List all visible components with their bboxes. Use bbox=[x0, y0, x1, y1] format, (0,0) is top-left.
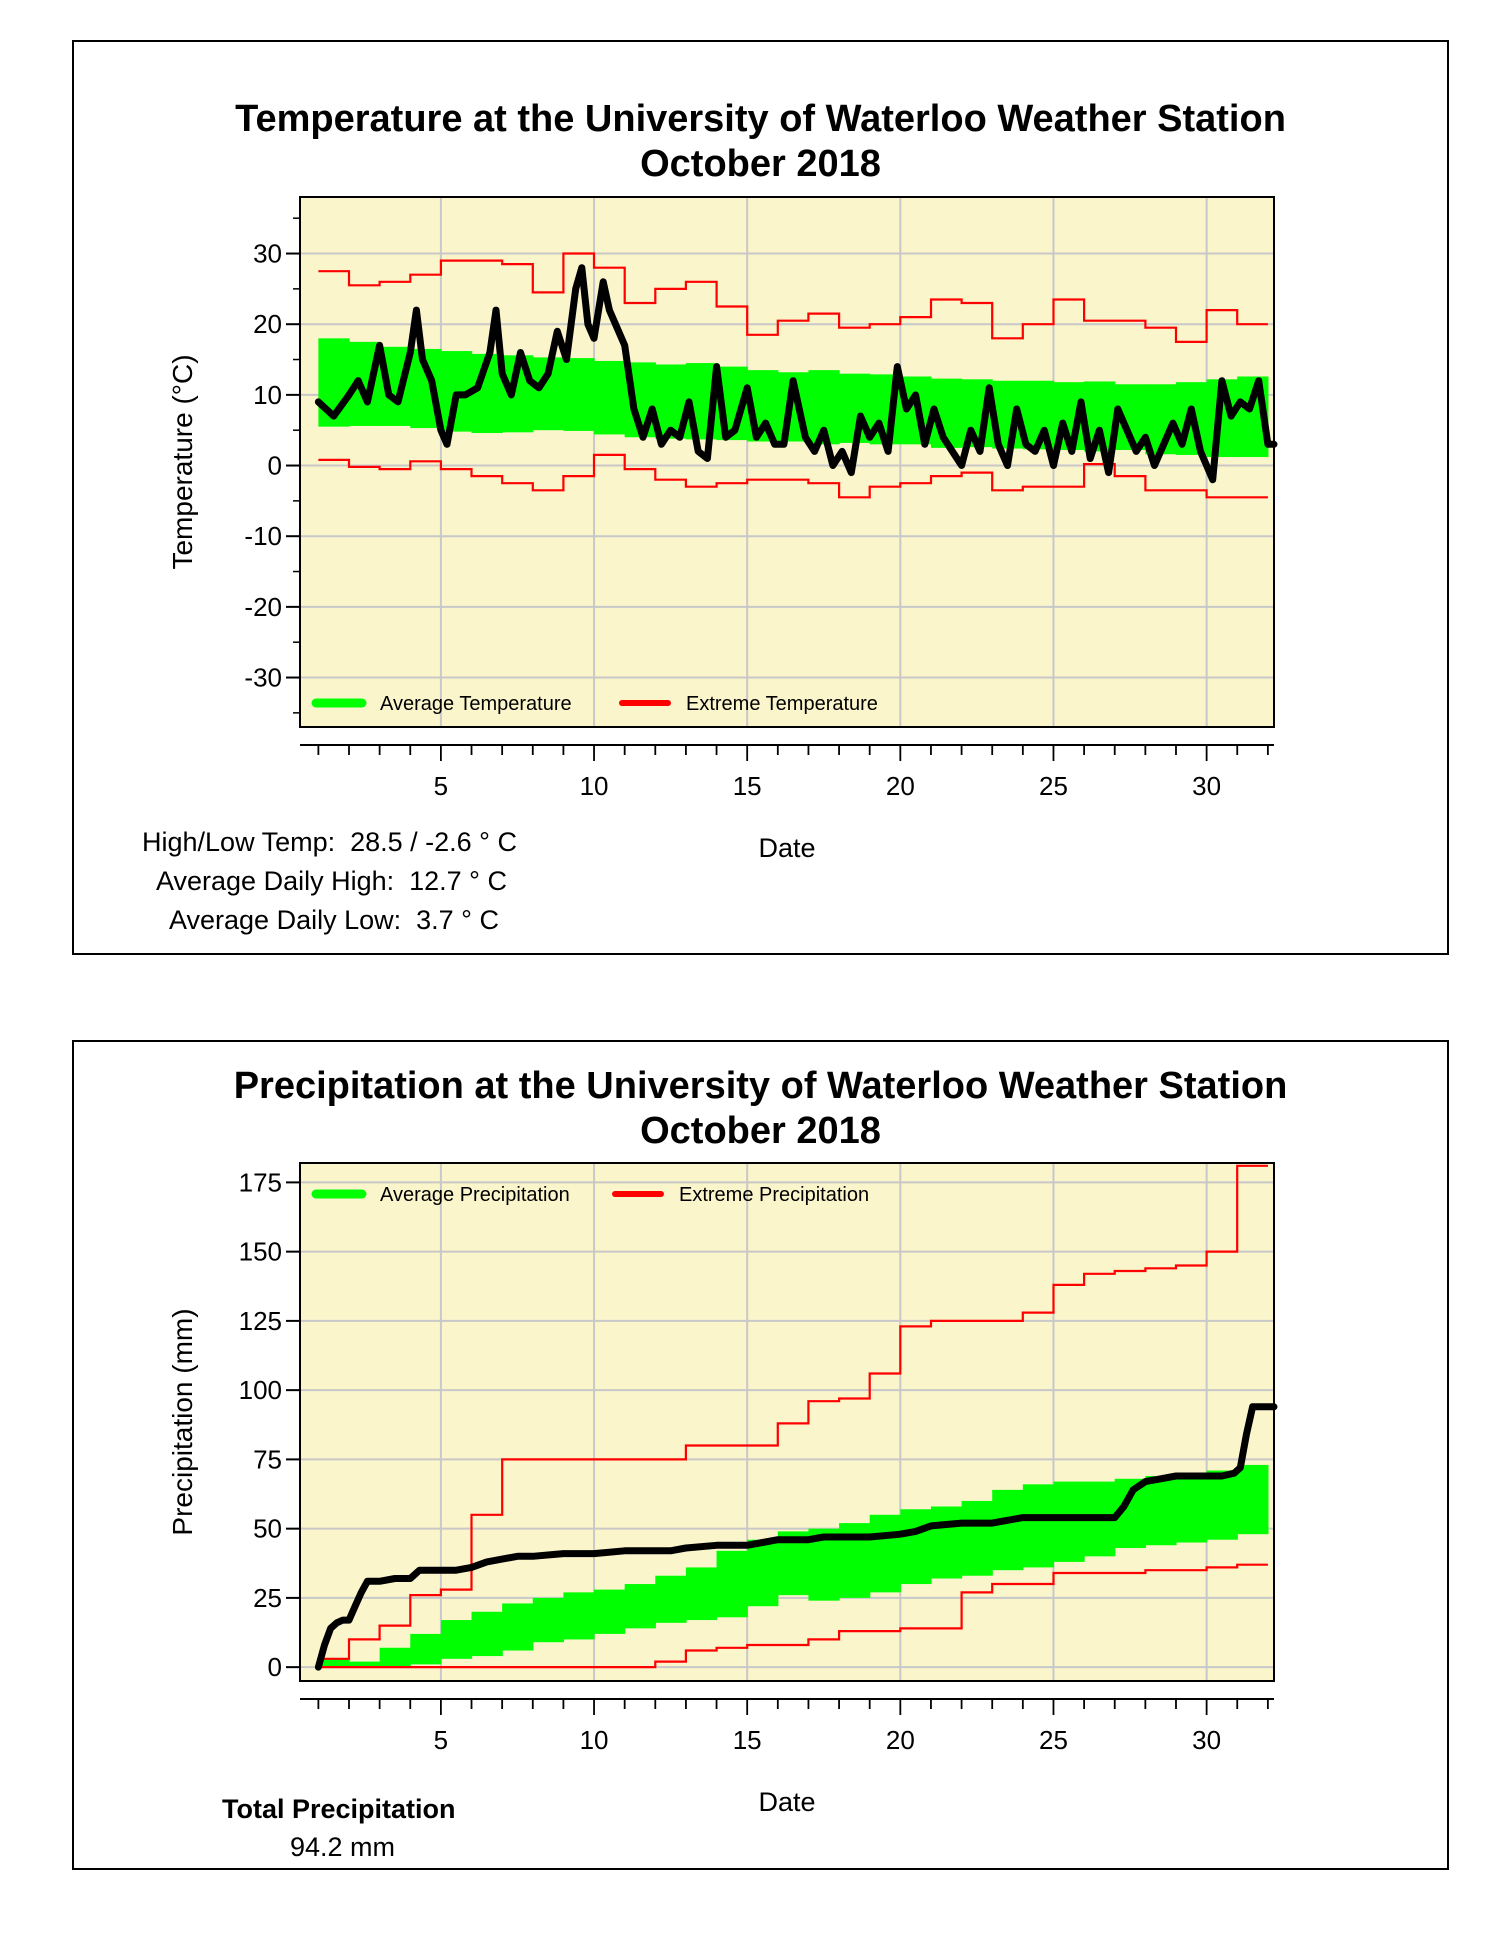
y-tick-label: -10 bbox=[244, 521, 282, 551]
average-band-day-29 bbox=[1175, 1473, 1208, 1543]
x-axis-label: Date bbox=[758, 1787, 815, 1817]
x-tick-label: 10 bbox=[580, 1725, 609, 1755]
extreme-low-line bbox=[318, 453, 1268, 499]
x-tick-label: 10 bbox=[580, 771, 609, 801]
average-band-day-10 bbox=[594, 360, 626, 435]
y-tick-label: 20 bbox=[253, 309, 282, 339]
y-tick-label: 50 bbox=[253, 1514, 282, 1544]
legend-average-label: Average Temperature bbox=[380, 693, 572, 715]
x-tick-label: 15 bbox=[733, 1725, 762, 1755]
observed-line bbox=[314, 1403, 1278, 1671]
average-band-day-6 bbox=[471, 1611, 503, 1657]
average-band-day-30 bbox=[1206, 1470, 1238, 1540]
plot-background bbox=[300, 197, 1274, 727]
average-band-day-31 bbox=[1237, 1464, 1269, 1535]
plot-background bbox=[300, 1163, 1274, 1681]
average-band-day-11 bbox=[624, 1584, 656, 1629]
average-band-day-28 bbox=[1145, 1476, 1177, 1546]
y-tick-label: 75 bbox=[253, 1444, 282, 1474]
temperature-panel: Temperature at the University of Waterlo… bbox=[72, 40, 1449, 955]
average-band-day-25 bbox=[1053, 1481, 1085, 1562]
x-tick-label: 25 bbox=[1039, 1725, 1068, 1755]
high-low-temp: High/Low Temp: 28.5 / -2.6 ° C bbox=[142, 827, 517, 857]
x-tick-label: 20 bbox=[886, 771, 915, 801]
legend-average-label: Average Precipitation bbox=[380, 1184, 570, 1206]
y-tick-label: -20 bbox=[244, 592, 282, 622]
average-band-day-12 bbox=[655, 1575, 687, 1623]
y-axis-label: Precipitation (mm) bbox=[167, 1308, 198, 1535]
x-tick-label: 20 bbox=[886, 1725, 915, 1755]
average-daily-low: Average Daily Low: 3.7 ° C bbox=[169, 905, 499, 935]
average-band-day-23 bbox=[992, 1489, 1024, 1571]
y-tick-label: 175 bbox=[239, 1167, 282, 1197]
average-band-day-10 bbox=[594, 1589, 626, 1634]
x-tick-label: 25 bbox=[1039, 771, 1068, 801]
precipitation-panel: Precipitation at the University of Water… bbox=[72, 1040, 1449, 1870]
y-axis-label: Temperature (°C) bbox=[167, 354, 198, 569]
x-tick-label: 30 bbox=[1192, 771, 1221, 801]
extreme-high-line bbox=[318, 252, 1268, 343]
total-precipitation-value: 94.2 mm bbox=[290, 1832, 396, 1862]
average-band-day-19 bbox=[869, 1514, 901, 1593]
temperature-title-line1: Temperature at the University of Waterlo… bbox=[235, 98, 1286, 140]
x-tick-label: 5 bbox=[434, 1725, 448, 1755]
average-band-day-14 bbox=[716, 1550, 748, 1618]
average-band-day-5 bbox=[440, 1620, 473, 1659]
plot-frame bbox=[299, 196, 1275, 728]
precipitation-title-line2: October 2018 bbox=[640, 1110, 881, 1152]
y-tick-label: 100 bbox=[239, 1375, 282, 1405]
y-tick-label: 30 bbox=[253, 239, 282, 269]
average-band-day-9 bbox=[563, 1592, 595, 1640]
temperature-title: Temperature at the University of Waterlo… bbox=[74, 97, 1447, 187]
precipitation-chart: 0 25 50 75 100 125 150 175 5 10 15 20 25 30 Date Precip… bbox=[167, 1162, 1278, 1817]
average-band-day-13 bbox=[685, 1567, 718, 1621]
temperature-chart: -30 -20 -10 0 10 20 30 5 10 15 20 25 30 Date Temperatu… bbox=[167, 196, 1278, 863]
average-band-day-21 bbox=[930, 1506, 963, 1579]
y-tick-label: 150 bbox=[239, 1237, 282, 1267]
x-tick-label: 15 bbox=[733, 771, 762, 801]
x-tick-label: 5 bbox=[434, 771, 448, 801]
average-daily-high: Average Daily High: 12.7 ° C bbox=[156, 866, 507, 896]
x-axis-label: Date bbox=[758, 833, 815, 863]
average-band-day-7 bbox=[502, 1603, 534, 1651]
average-band-day-2 bbox=[349, 1661, 381, 1668]
precipitation-title: Precipitation at the University of Water… bbox=[74, 1064, 1447, 1154]
y-tick-label: 125 bbox=[239, 1306, 282, 1336]
precipitation-title-line1: Precipitation at the University of Water… bbox=[233, 1065, 1288, 1107]
extreme-low-line bbox=[318, 1563, 1268, 1669]
observed-line bbox=[314, 264, 1278, 484]
average-band-day-9 bbox=[563, 358, 595, 431]
temperature-title-line2: October 2018 bbox=[640, 143, 881, 185]
legend-extreme-label: Extreme Temperature bbox=[686, 693, 878, 715]
total-precipitation-label: Total Precipitation bbox=[222, 1794, 456, 1824]
y-tick-label: 25 bbox=[253, 1583, 282, 1613]
average-band-day-15 bbox=[747, 1539, 779, 1607]
average-band-day-1 bbox=[318, 1658, 350, 1668]
average-band-day-8 bbox=[532, 1597, 565, 1643]
x-tick-label: 30 bbox=[1192, 1725, 1221, 1755]
average-band-day-4 bbox=[410, 1633, 442, 1665]
y-tick-label: 0 bbox=[268, 1652, 282, 1682]
y-tick-label: 0 bbox=[268, 451, 282, 481]
legend-extreme-label: Extreme Precipitation bbox=[679, 1184, 869, 1206]
average-band-day-20 bbox=[900, 1509, 932, 1585]
average-band-day-3 bbox=[379, 1647, 411, 1668]
extreme-high-line bbox=[318, 1164, 1268, 1660]
average-band-day-22 bbox=[961, 1500, 993, 1576]
average-band-day-24 bbox=[1022, 1484, 1055, 1568]
plot-frame bbox=[299, 1162, 1275, 1682]
y-tick-label: -30 bbox=[244, 663, 282, 693]
y-tick-label: 10 bbox=[253, 380, 282, 410]
